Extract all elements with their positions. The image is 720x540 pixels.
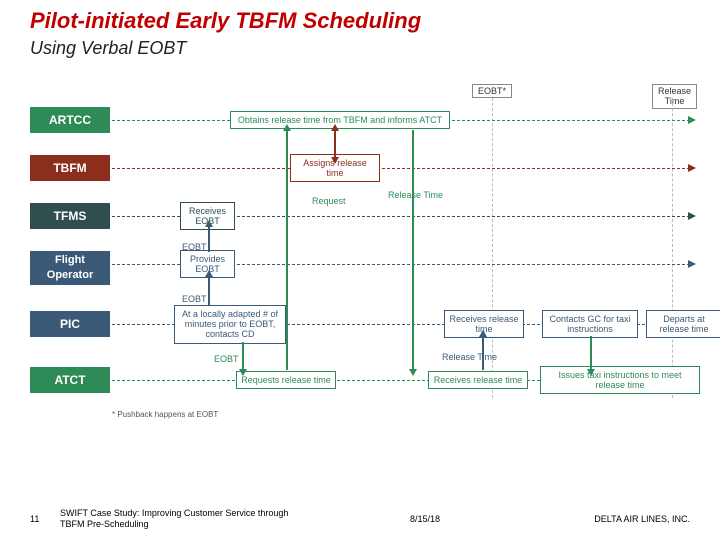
box-req: Requests release time: [236, 371, 336, 389]
connector: [286, 130, 288, 370]
lane-label-atct: ATCT: [30, 367, 110, 393]
box-cd: At a locally adapted # of minutes prior …: [174, 305, 286, 344]
slide-number: 11: [30, 514, 39, 524]
axis-marker: Release Time: [652, 84, 697, 109]
lane-label-tbfm: TBFM: [30, 155, 110, 181]
box-gc: Contacts GC for taxi instructions: [542, 310, 638, 339]
link-label: Request: [312, 196, 346, 206]
link-label: EOBT: [182, 242, 207, 252]
connector: [590, 336, 592, 370]
connector: [334, 130, 336, 158]
footer-company: DELTA AIR LINES, INC.: [594, 514, 690, 524]
link-label: EOBT: [182, 294, 207, 304]
footnote: * Pushback happens at EOBT: [112, 410, 218, 419]
lane-line-tbfm: [112, 168, 690, 169]
footer-date: 8/15/18: [410, 514, 440, 524]
page-subtitle: Using Verbal EOBT: [30, 38, 186, 59]
link-label: EOBT: [214, 354, 239, 364]
lane-label-artcc: ARTCC: [30, 107, 110, 133]
footer: 11 SWIFT Case Study: Improving Customer …: [0, 500, 720, 534]
page-title: Pilot-initiated Early TBFM Scheduling: [30, 8, 421, 34]
lane-label-pic: PIC: [30, 311, 110, 337]
box-dep: Departs at release time: [646, 310, 720, 339]
axis-line: [672, 98, 673, 398]
swimlane-diagram: EOBT*Release TimeARTCCTBFMTFMSFlightOper…: [30, 100, 690, 470]
box-iss: Issues taxi instructions to meet release…: [540, 366, 700, 395]
box-obt: Obtains release time from TBFM and infor…: [230, 111, 450, 129]
lane-label-flop: FlightOperator: [30, 251, 110, 285]
axis-marker: EOBT*: [472, 84, 512, 98]
box-rcv: Receives release time: [428, 371, 528, 389]
footer-title: SWIFT Case Study: Improving Customer Ser…: [60, 508, 310, 530]
connector: [208, 276, 210, 306]
connector: [242, 342, 244, 370]
connector: [412, 130, 414, 370]
link-label: Release Time: [442, 352, 497, 362]
link-label: Release Time: [388, 190, 443, 200]
connector: [208, 226, 210, 252]
lane-label-tfms: TFMS: [30, 203, 110, 229]
